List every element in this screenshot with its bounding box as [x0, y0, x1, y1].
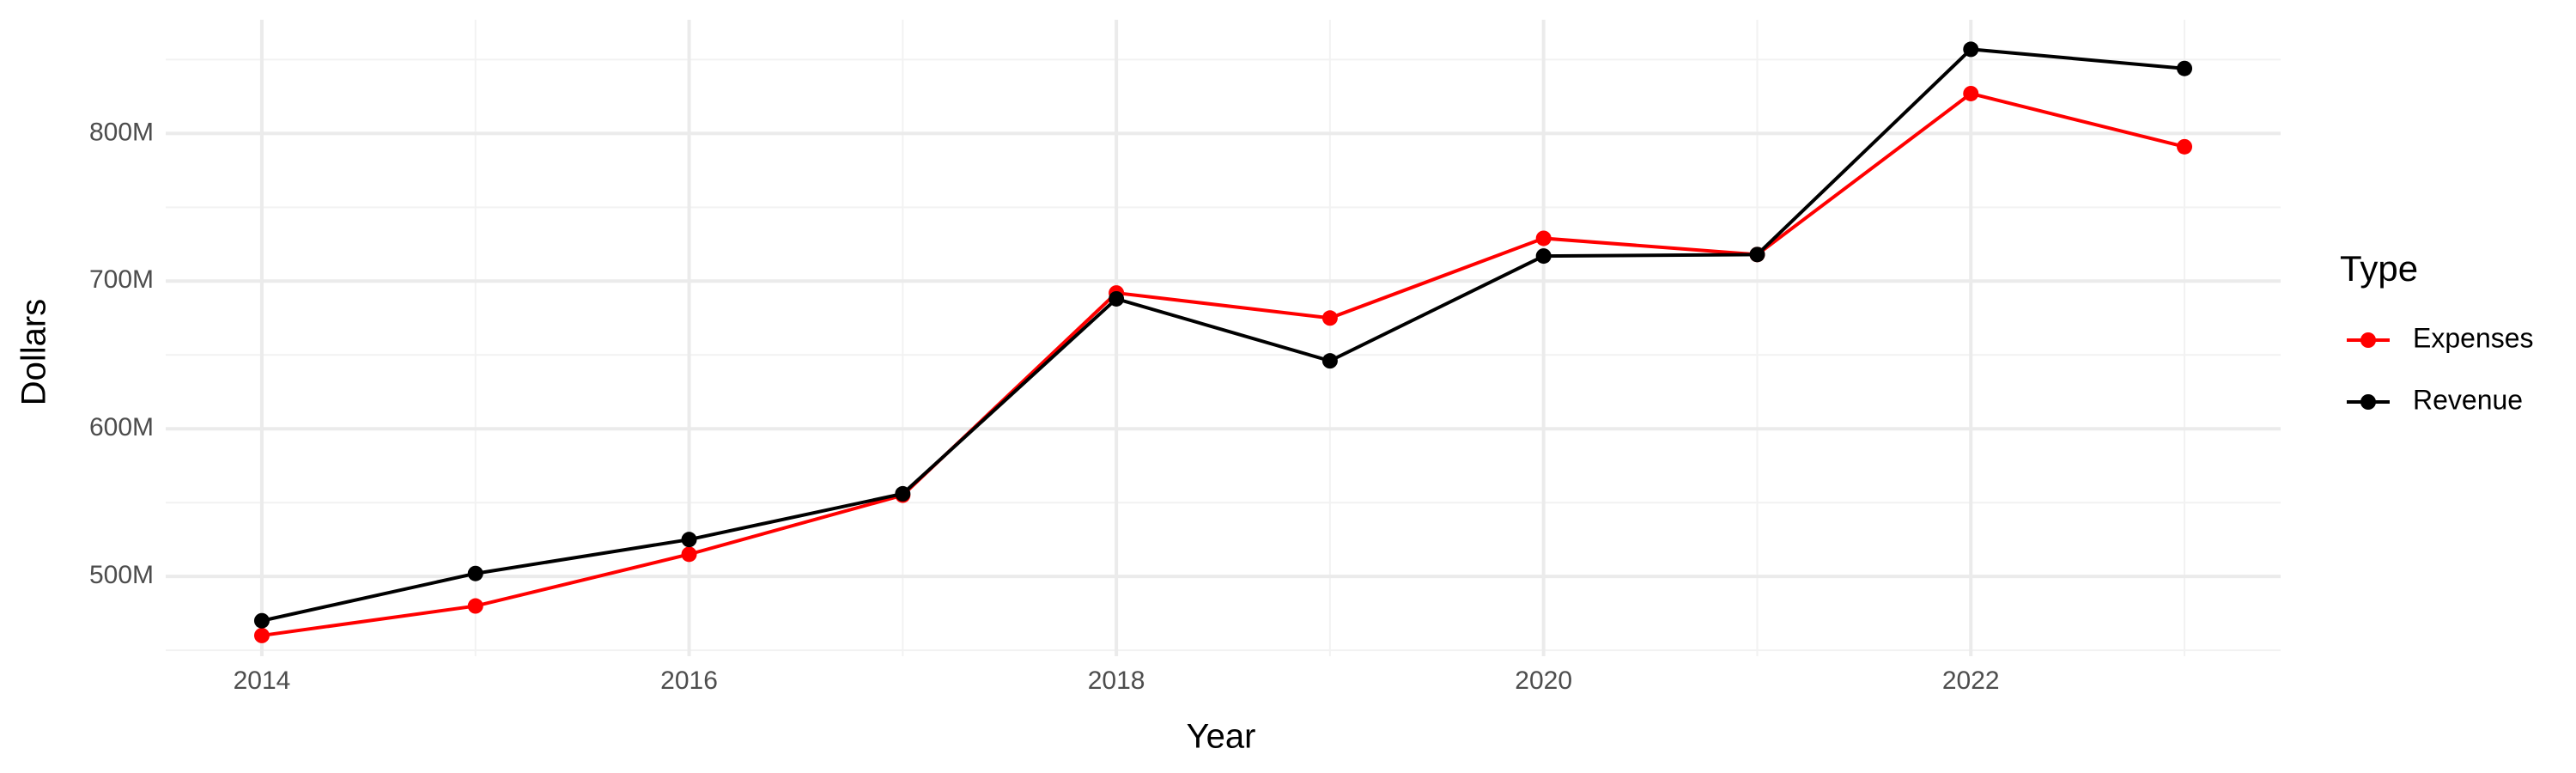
data-point	[467, 565, 483, 581]
data-point	[1109, 290, 1125, 307]
legend-label: Revenue	[2413, 384, 2523, 415]
series-line	[261, 47, 2185, 623]
y-tick-label: 600M	[89, 413, 154, 441]
y-axis-title: Dollars	[15, 299, 53, 405]
data-point	[1535, 230, 1552, 247]
series-line	[261, 91, 2185, 637]
data-point	[2177, 60, 2193, 76]
y-tick-label: 700M	[89, 265, 154, 294]
x-tick-label: 2018	[1088, 666, 1145, 695]
x-axis-title: Year	[1187, 718, 1256, 756]
data-point	[253, 627, 270, 643]
x-tick-label: 2014	[234, 666, 291, 695]
data-point	[681, 546, 697, 563]
data-point	[2177, 138, 2193, 155]
data-point	[1963, 85, 1979, 101]
y-tick-label: 800M	[89, 118, 154, 146]
legend-key-point	[2360, 394, 2376, 410]
data-point	[467, 598, 483, 614]
data-point	[1963, 41, 1979, 58]
x-tick-label: 2016	[660, 666, 718, 695]
x-tick-label: 2022	[1942, 666, 2000, 695]
data-point	[1321, 353, 1338, 369]
legend-key-point	[2360, 332, 2376, 348]
data-point	[681, 532, 697, 548]
data-point	[1535, 248, 1552, 265]
y-tick-label: 500M	[89, 561, 154, 589]
data-point	[1321, 310, 1338, 326]
data-point	[1749, 247, 1765, 263]
data-point	[895, 485, 911, 502]
legend-label: Expenses	[2413, 322, 2534, 353]
data-point	[253, 612, 270, 629]
x-tick-label: 2020	[1515, 666, 1572, 695]
legend-title: Type	[2340, 248, 2418, 289]
